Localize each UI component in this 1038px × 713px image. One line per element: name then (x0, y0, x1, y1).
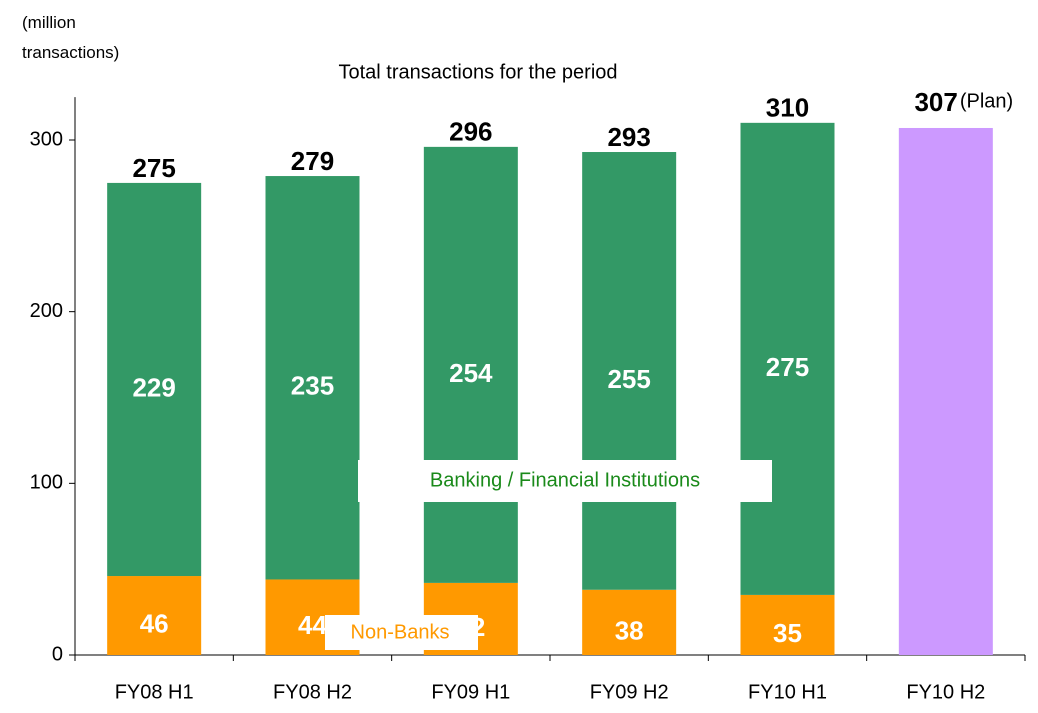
total-label: 310 (766, 93, 809, 123)
total-label: 296 (449, 117, 492, 147)
x-tick-label: FY09 H2 (590, 681, 669, 703)
bar-segment (423, 146, 518, 583)
bar-segment (740, 594, 835, 655)
total-label: 275 (132, 153, 175, 183)
value-label: 35 (773, 618, 802, 648)
value-label: 46 (140, 608, 169, 638)
plan-label: (Plan) (960, 90, 1013, 112)
x-tick-label: FY09 H1 (431, 681, 510, 703)
value-label: 275 (766, 352, 809, 382)
bar-segment (582, 152, 677, 590)
bar-segment (107, 576, 202, 655)
series-label: Non-Banks (351, 621, 450, 643)
bar-segment (265, 176, 360, 580)
x-tick-label: FY08 H1 (115, 681, 194, 703)
total-label: 293 (607, 122, 650, 152)
value-label: 307 (914, 87, 957, 117)
value-label: 254 (449, 358, 493, 388)
bar-segment (582, 589, 677, 655)
value-label: 255 (607, 364, 650, 394)
y-tick-label: 0 (52, 643, 63, 665)
value-label: 44 (298, 610, 327, 640)
value-label: 38 (615, 615, 644, 645)
x-tick-label: FY08 H2 (273, 681, 352, 703)
bar-segment (898, 127, 993, 655)
bar-segment (740, 122, 835, 595)
bar-segment (107, 182, 202, 577)
y-tick-label: 300 (30, 128, 63, 150)
total-label: 279 (291, 146, 334, 176)
y-axis-label: (million transactions) (22, 13, 120, 62)
y-tick-label: 100 (30, 472, 63, 494)
label-box (358, 460, 772, 502)
x-tick-label: FY10 H2 (906, 681, 985, 703)
x-tick-label: FY10 H1 (748, 681, 827, 703)
value-label: 229 (132, 372, 175, 402)
label-box (325, 615, 478, 650)
y-tick-label: 200 (30, 300, 63, 322)
value-label: 235 (291, 371, 334, 401)
series-label: Banking / Financial Institutions (430, 469, 700, 491)
chart-title: Total transactions for the period (338, 61, 617, 83)
